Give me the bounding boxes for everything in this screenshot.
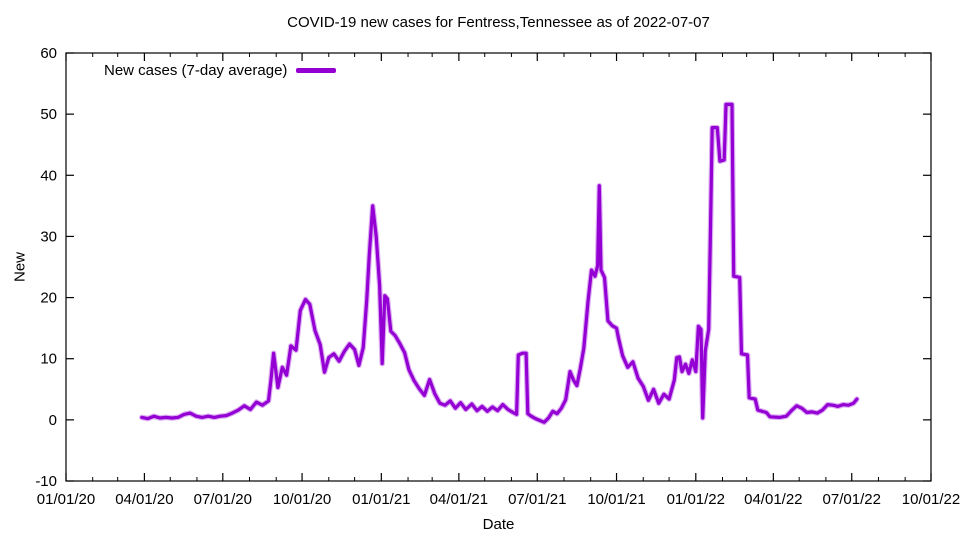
- x-axis-label: Date: [482, 516, 515, 533]
- y-axis-label: New: [11, 251, 29, 283]
- x-tick-label: 04/01/21: [430, 491, 488, 508]
- y-tick-label: 30: [40, 228, 57, 245]
- x-tick-label: 07/01/20: [194, 491, 252, 508]
- x-tick-label: 01/01/20: [37, 491, 95, 508]
- x-tick-label: 10/01/22: [902, 491, 960, 508]
- y-tick-label: 60: [40, 45, 57, 62]
- chart-title: COVID-19 new cases for Fentress,Tennesse…: [287, 14, 710, 31]
- x-tick-label: 01/01/22: [667, 491, 725, 508]
- series-line-new-cases: [140, 102, 859, 424]
- y-tick-label: 20: [40, 290, 57, 307]
- y-tick-label: 0: [49, 412, 57, 429]
- x-tick-label: 07/01/22: [823, 491, 881, 508]
- legend-label: New cases (7-day average): [104, 62, 288, 79]
- x-tick-label: 10/01/21: [587, 491, 645, 508]
- legend-line-sample: [296, 68, 337, 73]
- y-tick-label: 50: [40, 106, 57, 123]
- y-tick-label: -10: [35, 473, 57, 490]
- x-tick-label: 04/01/20: [115, 491, 173, 508]
- y-tick-label: 10: [40, 351, 57, 368]
- plot-frame: [65, 52, 932, 482]
- y-tick-label: 40: [40, 167, 57, 184]
- x-tick-label: 04/01/22: [744, 491, 802, 508]
- x-tick-label: 01/01/21: [352, 491, 410, 508]
- legend: New cases (7-day average): [104, 62, 337, 79]
- x-tick-label: 07/01/21: [508, 491, 566, 508]
- x-tick-label: 10/01/20: [273, 491, 331, 508]
